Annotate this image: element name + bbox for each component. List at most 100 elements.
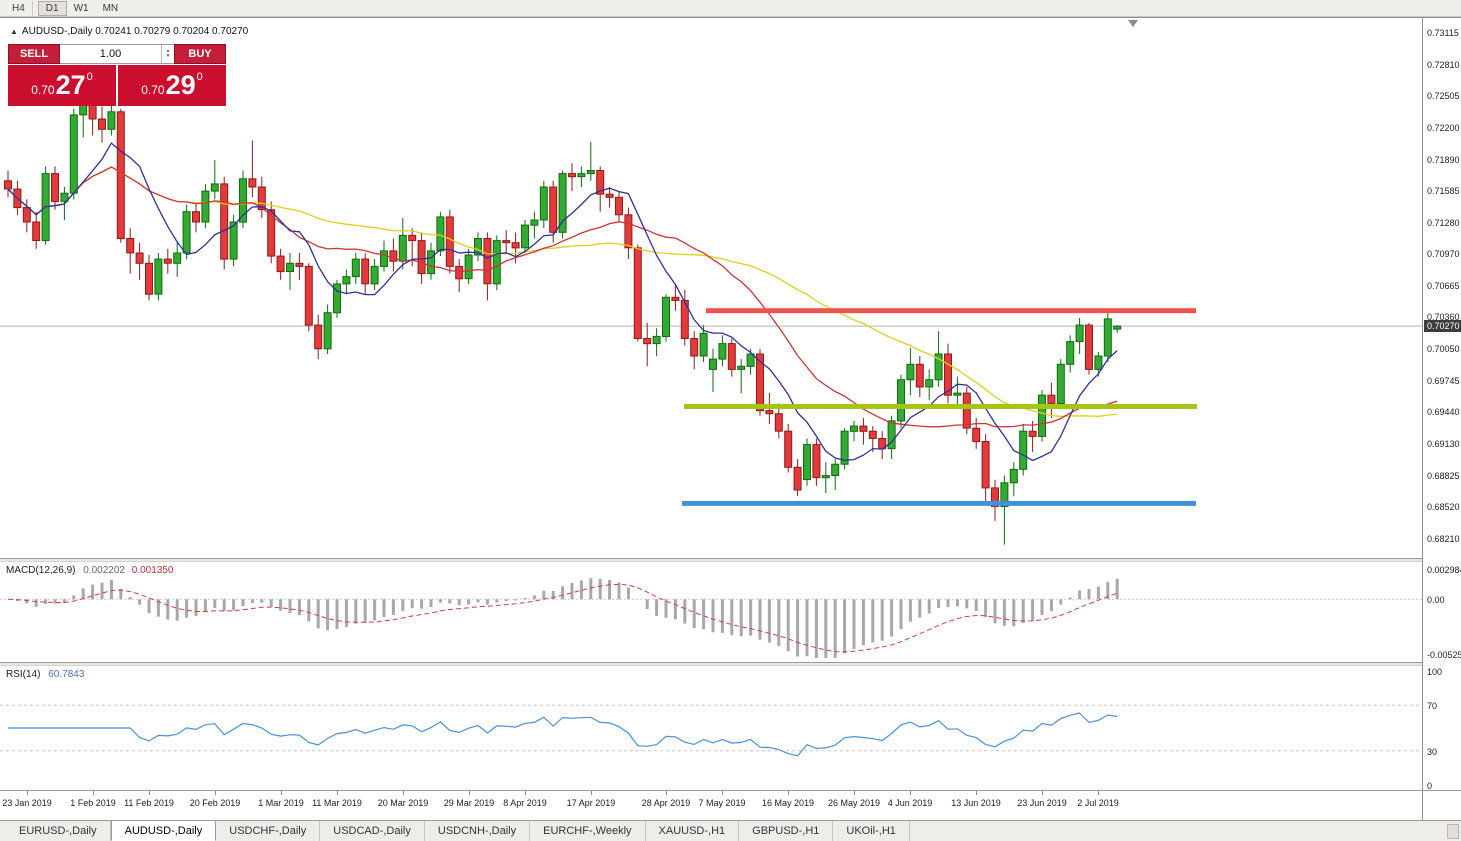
macd-value-signal: 0.001350 bbox=[131, 565, 174, 576]
date-tick-mark bbox=[666, 791, 667, 795]
date-tick-mark bbox=[854, 791, 855, 795]
one-click-toggle-icon[interactable]: ▲ bbox=[10, 27, 18, 36]
macd-label: MACD(12,26,9) bbox=[6, 565, 76, 576]
date-tick-mark bbox=[469, 791, 470, 795]
price-tick-label: 0.70050 bbox=[1427, 344, 1460, 354]
macd-axis-label: 0.00 bbox=[1427, 595, 1445, 606]
volume-up-icon[interactable]: ▲ bbox=[165, 48, 171, 54]
price-tick-label: 0.68520 bbox=[1427, 502, 1460, 512]
rsi-axis-label: 0 bbox=[1427, 781, 1433, 791]
rsi-panel-divider[interactable] bbox=[0, 662, 1461, 666]
trade-panel-controls: SELL 1.00 ▲ ▼ BUY bbox=[8, 44, 226, 64]
price-tick-label: 0.71280 bbox=[1427, 218, 1460, 228]
date-tick-mark bbox=[93, 791, 94, 795]
date-tick-mark bbox=[788, 791, 789, 795]
buy-button[interactable]: BUY bbox=[174, 44, 226, 64]
period-button-w1[interactable]: W1 bbox=[73, 2, 89, 14]
chart-tab-eurchf-weekly[interactable]: EURCHF-,Weekly bbox=[530, 821, 646, 841]
price-tick-label: 0.69130 bbox=[1427, 439, 1460, 449]
macd-panel-divider[interactable] bbox=[0, 558, 1461, 562]
main-price-chart[interactable] bbox=[0, 18, 1422, 558]
price-tick-label: 0.70665 bbox=[1427, 281, 1460, 291]
price-tick-label: 0.71585 bbox=[1427, 186, 1460, 196]
volume-spinner[interactable]: ▲ ▼ bbox=[161, 45, 174, 63]
price-tick-label: 0.71890 bbox=[1427, 155, 1460, 165]
rsi-label: RSI(14) bbox=[6, 669, 41, 680]
date-tick-label: 20 Mar 2019 bbox=[377, 798, 429, 808]
price-tick-label: 0.70970 bbox=[1427, 249, 1460, 259]
price-tick-label: 0.68825 bbox=[1427, 471, 1460, 481]
volume-value[interactable]: 1.00 bbox=[99, 48, 122, 60]
sell-price-tile[interactable]: 0.70 27 0 bbox=[8, 65, 116, 106]
price-tick-label: 0.70360 bbox=[1427, 312, 1460, 322]
sell-price-big: 27 bbox=[55, 70, 86, 100]
chart-tab-usdchf-daily[interactable]: USDCHF-,Daily bbox=[216, 821, 321, 841]
macd-axis-label: -0.005250 bbox=[1427, 650, 1461, 660]
chart-tab-audusd-daily[interactable]: AUDUSD-,Daily bbox=[110, 820, 217, 841]
date-tick-label: 23 Jan 2019 bbox=[2, 798, 52, 808]
date-tick-mark bbox=[1042, 791, 1043, 795]
date-tick-label: 28 Apr 2019 bbox=[641, 798, 691, 808]
chart-window: ▲ AUDUSD-,Daily 0.70241 0.70279 0.70204 … bbox=[0, 17, 1461, 821]
date-tick-mark bbox=[149, 791, 150, 795]
buy-price-sup: 0 bbox=[196, 71, 203, 83]
macd-indicator-panel[interactable] bbox=[0, 562, 1422, 662]
date-tick-label: 26 May 2019 bbox=[827, 798, 881, 808]
date-tick-mark bbox=[1098, 791, 1099, 795]
period-button-mn[interactable]: MN bbox=[102, 2, 119, 14]
date-tick-mark bbox=[976, 791, 977, 795]
chart-tab-usdcnh-daily[interactable]: USDCNH-,Daily bbox=[425, 821, 531, 841]
tab-bar-grip[interactable] bbox=[1447, 824, 1459, 839]
date-tick-label: 4 Jun 2019 bbox=[887, 798, 933, 808]
date-tick-mark bbox=[337, 791, 338, 795]
date-tick-label: 16 May 2019 bbox=[761, 798, 815, 808]
axis-corner-divider bbox=[1422, 791, 1423, 821]
period-button-d1[interactable]: D1 bbox=[37, 0, 67, 16]
volume-input[interactable]: 1.00 ▲ ▼ bbox=[60, 44, 174, 64]
chart-tab-eurusd-daily[interactable]: EURUSD-,Daily bbox=[6, 821, 111, 841]
rsi-label-row: RSI(14) 60.7843 bbox=[6, 669, 84, 680]
rsi-value: 60.7843 bbox=[48, 669, 85, 680]
buy-price-big: 29 bbox=[165, 70, 196, 100]
volume-down-icon[interactable]: ▼ bbox=[165, 53, 171, 59]
price-tick-label: 0.68210 bbox=[1427, 534, 1460, 544]
rsi-axis-label: 70 bbox=[1427, 701, 1438, 712]
chart-tab-xauusd-h1[interactable]: XAUUSD-,H1 bbox=[646, 821, 740, 841]
date-tick-label: 20 Feb 2019 bbox=[189, 798, 241, 808]
sell-price-small: 0.70 bbox=[31, 82, 55, 97]
date-tick-mark bbox=[27, 791, 28, 795]
buy-price-tile[interactable]: 0.70 29 0 bbox=[118, 65, 226, 106]
macd-value-main: 0.002202 bbox=[83, 565, 125, 576]
macd-axis-label: 0.002984 bbox=[1427, 565, 1461, 575]
sell-button[interactable]: SELL bbox=[8, 44, 60, 64]
date-tick-label: 23 Jun 2019 bbox=[1017, 798, 1067, 808]
date-tick-label: 7 May 2019 bbox=[698, 798, 746, 808]
date-tick-mark bbox=[591, 791, 592, 795]
trade-panel-prices: 0.70 27 0 0.70 29 0 bbox=[8, 65, 226, 106]
date-tick-label: 1 Feb 2019 bbox=[70, 798, 116, 808]
rsi-indicator-panel[interactable] bbox=[0, 666, 1422, 790]
date-tick-label: 13 Jun 2019 bbox=[951, 798, 1001, 808]
date-tick-mark bbox=[910, 791, 911, 795]
price-tick-label: 0.69745 bbox=[1427, 376, 1460, 386]
current-price-label: 0.70270 bbox=[1424, 320, 1461, 332]
price-tick-label: 0.73115 bbox=[1427, 28, 1459, 38]
date-tick-label: 1 Mar 2019 bbox=[258, 798, 304, 808]
timeframe-toolbar: H4 D1 W1 MN bbox=[0, 0, 1461, 17]
chart-tab-gbpusd-h1[interactable]: GBPUSD-,H1 bbox=[739, 821, 834, 841]
chart-tab-usdcad-daily[interactable]: USDCAD-,Daily bbox=[320, 821, 425, 841]
chart-tab-ukoil-h1[interactable]: UKOil-,H1 bbox=[833, 821, 910, 841]
date-tick-mark bbox=[215, 791, 216, 795]
price-tick-label: 0.72505 bbox=[1427, 91, 1460, 101]
price-axis[interactable]: 0.73115 0.72810 0.72505 0.72200 0.71890 0.715… bbox=[1422, 18, 1461, 791]
date-axis-border bbox=[0, 790, 1461, 791]
date-axis[interactable]: 23 Jan 2019 1 Feb 2019 11 Feb 2019 20 Feb 2… bbox=[0, 791, 1461, 821]
rsi-axis-label: 30 bbox=[1427, 746, 1438, 757]
chart-tab-bar: EURUSD-,Daily AUDUSD-,Daily USDCHF-,Daily U… bbox=[0, 820, 1461, 841]
macd-label-row: MACD(12,26,9) 0.002202 0.001350 bbox=[6, 565, 173, 576]
sell-price-sup: 0 bbox=[86, 71, 93, 83]
period-button-h4[interactable]: H4 bbox=[5, 0, 33, 16]
date-tick-label: 17 Apr 2019 bbox=[566, 798, 616, 808]
rsi-axis-label: 100 bbox=[1427, 667, 1443, 677]
